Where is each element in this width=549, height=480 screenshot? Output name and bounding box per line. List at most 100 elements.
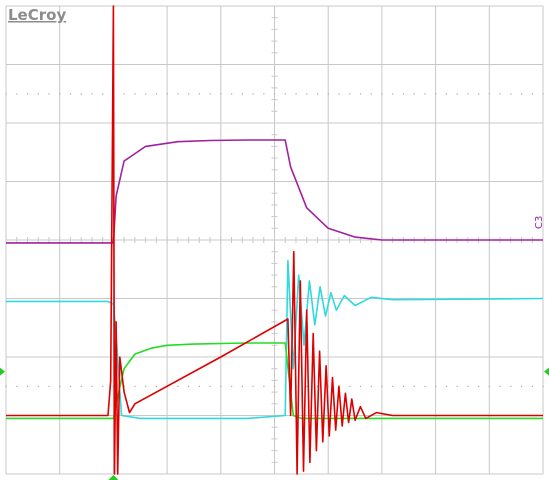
- grid-dot: [531, 385, 533, 387]
- grid-dot: [370, 385, 372, 387]
- grid-dot: [69, 93, 72, 95]
- grid-dot: [284, 93, 286, 95]
- grid-dot: [349, 385, 351, 387]
- grid-dot: [274, 385, 276, 387]
- grid-dot: [510, 385, 512, 387]
- grid-dot: [134, 385, 136, 387]
- grid-dot: [231, 93, 233, 95]
- grid-dot: [252, 385, 254, 387]
- grid-dot: [134, 93, 136, 95]
- grid-dot: [16, 385, 18, 387]
- grid-dot: [435, 93, 437, 95]
- grid-dot: [91, 385, 93, 387]
- grid-dot: [456, 93, 458, 95]
- grid-dot: [467, 385, 469, 387]
- trigger-position-marker: [108, 475, 119, 480]
- grid-dot: [274, 93, 276, 95]
- grid-dot: [123, 93, 125, 95]
- channel-tag: C3: [534, 216, 545, 229]
- grid-dot: [402, 385, 405, 387]
- grid-dot: [166, 93, 168, 95]
- grid-dot: [338, 93, 340, 95]
- grid-dot: [413, 93, 415, 95]
- grid-dot: [145, 385, 147, 387]
- grid-dot: [402, 93, 405, 95]
- grid-dot: [37, 93, 39, 95]
- grid-dot: [209, 385, 211, 387]
- grid-dot: [26, 93, 29, 95]
- grid-dot: [531, 93, 533, 95]
- grid-dot: [188, 93, 190, 95]
- grid-dot: [445, 93, 448, 95]
- grid-dot: [198, 93, 201, 95]
- grid-dot: [316, 93, 319, 95]
- grid-dot: [521, 93, 523, 95]
- grid-dot: [263, 385, 265, 387]
- grid-dot: [349, 93, 351, 95]
- grid-dot: [102, 385, 104, 387]
- grid-dot: [392, 93, 394, 95]
- grid-dot: [91, 93, 93, 95]
- grid-dot: [521, 385, 523, 387]
- grid-dot: [231, 385, 233, 387]
- grid-dot: [59, 385, 61, 387]
- grid-dot: [102, 93, 104, 95]
- grid-dot: [37, 385, 39, 387]
- grid-dot: [478, 385, 480, 387]
- grid-dot: [241, 93, 243, 95]
- traces: [6, 5, 544, 475]
- grid-dot: [16, 93, 18, 95]
- grid-dot: [327, 93, 329, 95]
- grid-dot: [295, 93, 297, 95]
- grid-dot: [424, 93, 426, 95]
- markers: [0, 367, 549, 480]
- grid-dot: [381, 385, 383, 387]
- grid-dot: [392, 385, 394, 387]
- grid-dot: [26, 385, 29, 387]
- grid-dot: [456, 385, 458, 387]
- grid-dot: [80, 385, 82, 387]
- grid-dot: [177, 385, 179, 387]
- grid-dot: [499, 385, 501, 387]
- grid-dot: [145, 93, 147, 95]
- grid-dot: [488, 385, 490, 387]
- trigger-level-left-marker: [0, 367, 5, 376]
- grid-dot: [69, 385, 72, 387]
- grid-dot: [424, 385, 426, 387]
- grid-dot: [48, 385, 50, 387]
- grid-dot: [478, 93, 480, 95]
- grid-dot: [499, 93, 501, 95]
- grid-dot: [327, 385, 329, 387]
- grid-dot: [123, 385, 125, 387]
- trigger-level-right-marker: [544, 367, 549, 376]
- grid-dot: [316, 385, 319, 387]
- grid-dot: [188, 385, 190, 387]
- grid-dot: [198, 385, 201, 387]
- brand-logo: LeCroy: [8, 6, 66, 24]
- grid-dot: [542, 93, 544, 95]
- grid-dot: [359, 385, 362, 387]
- grid-dot: [413, 385, 415, 387]
- grid-dot: [5, 93, 7, 95]
- grid-dot: [467, 93, 469, 95]
- grid-dot: [220, 385, 222, 387]
- trace-line: [6, 5, 543, 475]
- grid-dot: [220, 93, 222, 95]
- grid-dot: [241, 385, 243, 387]
- grid-dot: [381, 93, 383, 95]
- grid-dot: [435, 385, 437, 387]
- trace-line: [6, 139, 543, 244]
- grid-dot: [445, 385, 448, 387]
- grid-dot: [177, 93, 179, 95]
- grid-dot: [263, 93, 265, 95]
- grid-dot: [48, 93, 50, 95]
- grid-dot: [209, 93, 211, 95]
- grid-dot: [542, 385, 544, 387]
- grid-dot: [155, 93, 158, 95]
- grid-dot: [306, 93, 308, 95]
- grid-dot: [155, 385, 158, 387]
- grid-dot: [488, 93, 490, 95]
- grid-dot: [306, 385, 308, 387]
- grid-dot: [359, 93, 362, 95]
